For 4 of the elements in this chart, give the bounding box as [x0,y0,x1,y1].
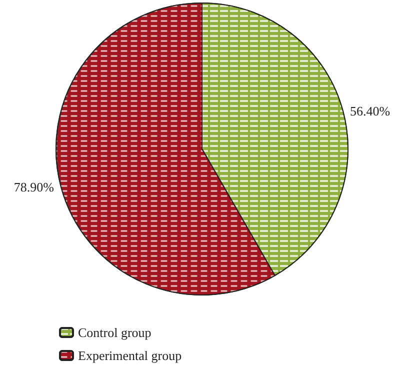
legend-label: Experimental group [78,348,182,363]
legend-label: Control group [78,325,152,340]
data-label: 56.40% [350,103,390,118]
data-label: 78.90% [14,180,54,195]
